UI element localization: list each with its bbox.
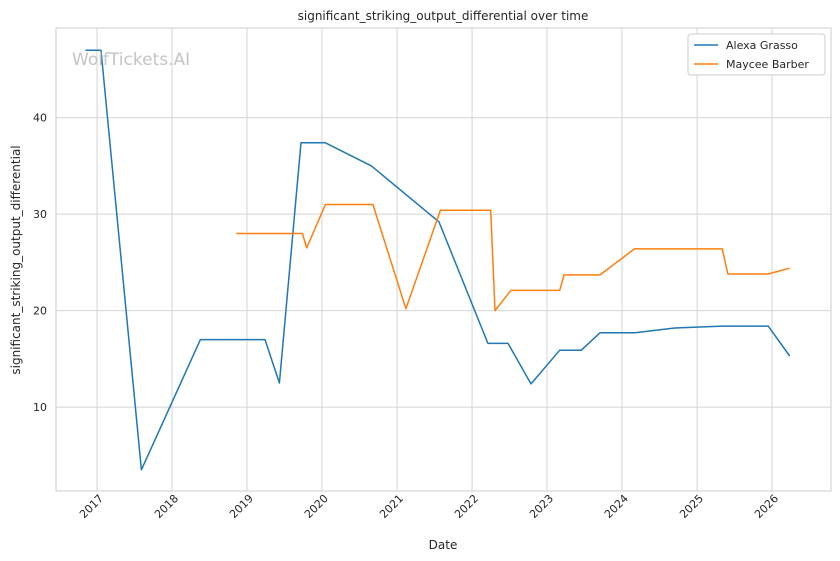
data-point-maycee-barber-14 xyxy=(722,248,723,249)
data-point-alexa-grasso-17 xyxy=(674,327,675,328)
x-axis-label: Date xyxy=(429,538,458,552)
y-tick-labels: 10 20 30 40 xyxy=(33,112,47,414)
data-point-maycee-barber-12 xyxy=(599,274,600,275)
data-point-maycee-barber-11 xyxy=(563,274,564,275)
series-line-maycee-barber xyxy=(236,203,790,312)
data-point-alexa-grasso-4 xyxy=(264,339,265,340)
data-point-maycee-barber-6 xyxy=(440,210,441,211)
chart-title: significant_striking_output_differential… xyxy=(298,9,589,23)
y-tick-label: 20 xyxy=(33,305,47,318)
data-point-maycee-barber-16 xyxy=(768,273,769,274)
data-point-alexa-grasso-6 xyxy=(300,142,301,143)
data-point-alexa-grasso-19 xyxy=(768,326,769,327)
y-tick-label: 40 xyxy=(33,112,47,125)
data-point-maycee-barber-0 xyxy=(236,233,237,234)
data-point-alexa-grasso-15 xyxy=(599,332,600,333)
legend-label-maycee-barber: Maycee Barber xyxy=(726,58,809,71)
data-point-alexa-grasso-9 xyxy=(438,221,439,222)
data-point-alexa-grasso-8 xyxy=(371,165,372,166)
data-point-alexa-grasso-12 xyxy=(530,383,531,384)
data-point-maycee-barber-3 xyxy=(325,204,326,205)
data-point-maycee-barber-4 xyxy=(372,204,373,205)
data-point-alexa-grasso-13 xyxy=(559,350,560,351)
series-layer xyxy=(85,49,791,471)
y-axis-label: significant_striking_output_differential xyxy=(9,145,23,374)
data-point-maycee-barber-1 xyxy=(302,233,303,234)
data-point-alexa-grasso-5 xyxy=(279,382,280,383)
data-point-maycee-barber-5 xyxy=(405,308,406,309)
data-point-alexa-grasso-18 xyxy=(722,326,723,327)
data-point-maycee-barber-15 xyxy=(727,273,728,274)
data-point-maycee-barber-9 xyxy=(510,290,511,291)
data-point-alexa-grasso-3 xyxy=(200,339,201,340)
legend-box xyxy=(687,33,826,76)
data-point-maycee-barber-17 xyxy=(789,268,790,269)
data-point-maycee-barber-13 xyxy=(634,248,635,249)
data-point-alexa-grasso-10 xyxy=(487,343,488,344)
watermark: WolfTickets.AI xyxy=(72,50,190,70)
data-point-alexa-grasso-7 xyxy=(325,142,326,143)
data-point-alexa-grasso-2 xyxy=(141,469,142,470)
data-point-maycee-barber-2 xyxy=(306,247,307,248)
y-tick-label: 30 xyxy=(33,208,47,221)
legend-label-alexa-grasso: Alexa Grasso xyxy=(726,39,798,52)
data-point-maycee-barber-7 xyxy=(490,210,491,211)
data-point-alexa-grasso-20 xyxy=(789,355,790,356)
data-point-maycee-barber-8 xyxy=(494,310,495,311)
plot-area xyxy=(55,27,832,492)
data-point-maycee-barber-10 xyxy=(559,290,560,291)
data-point-alexa-grasso-14 xyxy=(581,350,582,351)
y-tick-label: 10 xyxy=(33,401,47,414)
data-point-alexa-grasso-11 xyxy=(507,343,508,344)
series-line-alexa-grasso xyxy=(85,49,791,471)
legend: Alexa Grasso Maycee Barber xyxy=(687,33,826,76)
grid xyxy=(56,28,831,491)
data-point-alexa-grasso-16 xyxy=(634,332,635,333)
